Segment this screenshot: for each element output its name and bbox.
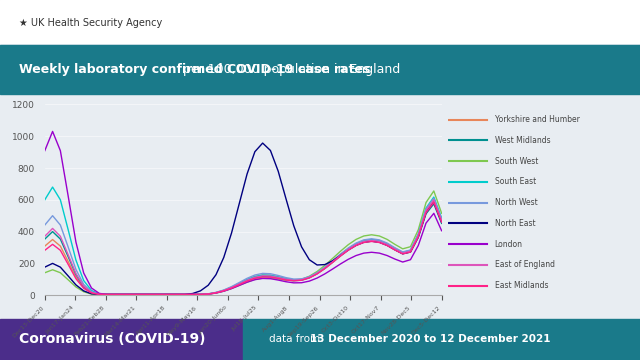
Bar bbox=[243, 319, 640, 360]
Text: data from:: data from: bbox=[269, 334, 327, 345]
Bar bbox=[0, 319, 243, 360]
Text: East Midlands: East Midlands bbox=[495, 281, 548, 290]
Text: Coronavirus (COVID-19): Coronavirus (COVID-19) bbox=[19, 333, 205, 346]
Text: South East: South East bbox=[495, 177, 536, 186]
Text: ★ UK Health Security Agency: ★ UK Health Security Agency bbox=[19, 18, 163, 28]
Text: East of England: East of England bbox=[495, 260, 555, 269]
Bar bbox=[0, 0, 640, 43]
Text: North West: North West bbox=[495, 198, 538, 207]
Text: South West: South West bbox=[495, 157, 538, 166]
Text: Weekly laboratory confirmed COVID-19 case rates: Weekly laboratory confirmed COVID-19 cas… bbox=[19, 63, 371, 76]
Text: North East: North East bbox=[495, 219, 535, 228]
Text: Yorkshire and Humber: Yorkshire and Humber bbox=[495, 115, 579, 124]
Text: per 100,000 population in England: per 100,000 population in England bbox=[179, 63, 400, 76]
Text: 13 December 2020 to 12 December 2021: 13 December 2020 to 12 December 2021 bbox=[310, 334, 551, 345]
Text: West Midlands: West Midlands bbox=[495, 136, 550, 145]
Bar bbox=[0, 45, 640, 94]
Text: London: London bbox=[495, 240, 523, 249]
